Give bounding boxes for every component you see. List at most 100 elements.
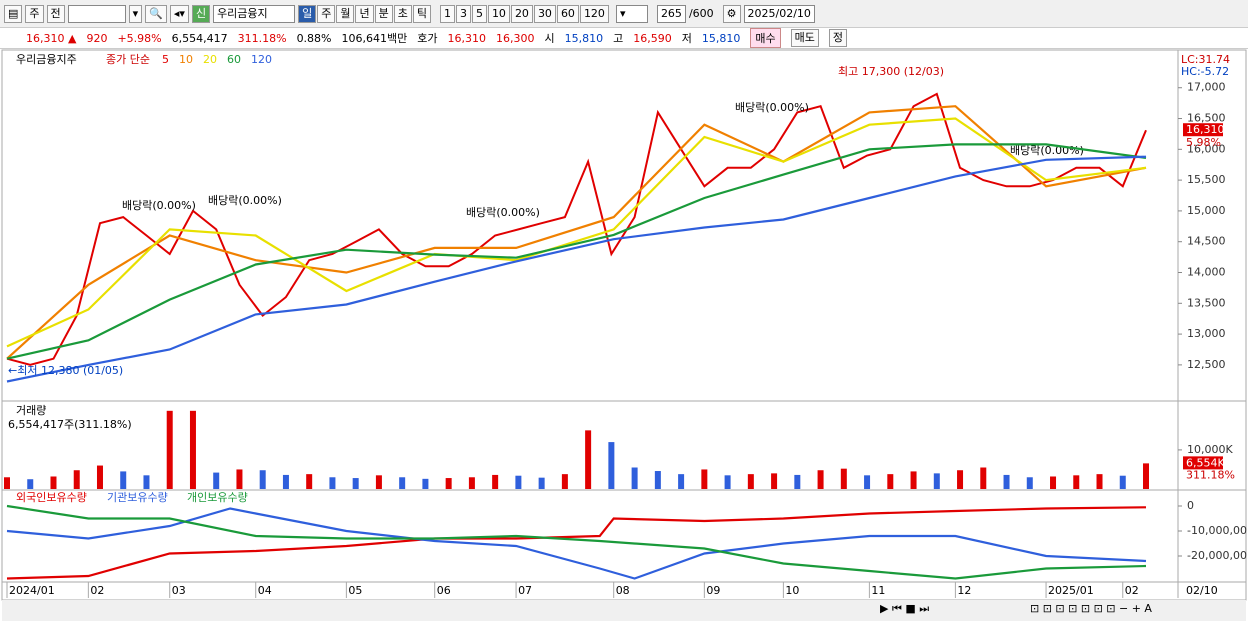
y-tick-label: 16,500 — [1187, 112, 1226, 125]
y-tick-label: 16,000 — [1187, 142, 1226, 155]
bid: 16,300 — [496, 31, 535, 45]
volume-bar — [840, 468, 847, 489]
market[interactable]: 주 — [25, 4, 44, 23]
period-button[interactable]: 월 — [336, 4, 355, 23]
legend-entry: 20 — [203, 53, 217, 66]
panel-subtitle: 6,554,417주(311.18%) — [8, 418, 132, 431]
blank[interactable]: ▾ — [615, 4, 648, 23]
hc: HC:-5.72 — [1181, 65, 1229, 78]
volume-bar — [236, 469, 243, 489]
y-tick-label: 13,000 — [1187, 327, 1226, 340]
period-button[interactable]: 년 — [355, 4, 374, 23]
volume-bar — [4, 477, 10, 489]
volume-bar — [585, 430, 592, 489]
search[interactable]: 🔍 — [145, 4, 167, 23]
volume-bar — [329, 477, 336, 489]
price: 16,310 ▲ — [26, 31, 77, 45]
interval-button[interactable]: 10 — [487, 4, 510, 23]
frame — [1, 49, 1247, 601]
series-line — [6, 143, 1147, 360]
turnover: 0.88% — [296, 31, 332, 45]
volume-bar — [654, 471, 661, 489]
interval-button[interactable]: 30 — [533, 4, 556, 23]
volume-bar — [306, 474, 313, 489]
prev[interactable]: 전 — [46, 4, 65, 23]
date[interactable]: 2025/02/10 — [743, 4, 815, 23]
max: /600 — [688, 7, 714, 20]
period-button[interactable]: 틱 — [412, 4, 431, 23]
dropdown[interactable]: ▾ — [128, 4, 143, 23]
count[interactable]: 265 — [656, 4, 686, 23]
period-button[interactable]: 일 — [298, 4, 317, 23]
volume-bar — [771, 473, 778, 489]
volume: 6,554,417 — [171, 31, 228, 45]
change: 920 — [86, 31, 108, 45]
volume-bar — [259, 470, 266, 489]
interval-button[interactable]: 1 — [439, 4, 455, 23]
vol-ratio: 311.18% — [237, 31, 287, 45]
volume-bar — [1050, 476, 1057, 489]
series-line — [6, 504, 1147, 580]
volume-bar — [817, 470, 824, 489]
panel-title: 우리금융지주 — [16, 53, 77, 66]
volume-bar — [538, 477, 545, 489]
volume-bar — [1143, 463, 1150, 489]
volume-bar — [375, 475, 382, 489]
period-button[interactable]: 분 — [374, 4, 393, 23]
sound[interactable]: ◂▾ — [169, 4, 189, 23]
x-tick-label: 03 — [172, 584, 186, 597]
code-input[interactable]: 316140 — [67, 4, 126, 23]
zoom-icons[interactable]: ⊡ ⊡ ⊡ ⊡ ⊡ ⊡ ⊡ − + A — [1030, 602, 1152, 615]
volume-bar — [445, 478, 452, 489]
interval-button[interactable]: 5 — [471, 4, 487, 23]
lc: LC:31.74 — [1181, 53, 1230, 66]
volume-bar — [282, 474, 289, 489]
period-button[interactable]: 주 — [317, 4, 336, 23]
volume-bar — [631, 467, 638, 489]
sell[interactable]: 매도 — [790, 29, 819, 47]
interval-button[interactable]: 20 — [510, 4, 533, 23]
low-label: 저 — [681, 32, 692, 45]
annotation: ←최저 12,380 (01/05) — [8, 364, 123, 377]
buy[interactable]: 매수 — [750, 28, 781, 48]
period-button[interactable]: 초 — [393, 4, 412, 23]
y-tick-label: 14,000 — [1187, 266, 1226, 279]
badge: 신 — [191, 4, 211, 23]
interval-button[interactable]: 3 — [455, 4, 471, 23]
y-tick-label: -20,000,00 — [1187, 549, 1247, 562]
x-tick-label: 2025/01 — [1048, 584, 1094, 597]
annotation: 배당락(0.00%) — [208, 194, 282, 207]
legend-entry: 기관보유수량 — [107, 491, 168, 504]
nav-icons[interactable]: ▶ ⏮ ■ ⏭ — [880, 602, 929, 615]
x-tick-label: 11 — [871, 584, 885, 597]
menu-icon[interactable]: ▤ — [4, 4, 23, 23]
low: 15,810 — [701, 31, 741, 45]
legend-entry: 외국인보유수량 — [16, 491, 87, 504]
volume-bar — [933, 473, 940, 489]
volume-bar — [399, 477, 406, 489]
x-tick-label: 12 — [957, 584, 971, 597]
interval-button[interactable]: 120 — [579, 4, 609, 23]
y-tick-label: 14,500 — [1187, 235, 1226, 248]
interval-button[interactable]: 60 — [556, 4, 579, 23]
volume-bar — [608, 442, 615, 489]
volume-bar — [747, 474, 754, 489]
series-line — [6, 105, 1147, 360]
volume-bar — [1073, 475, 1080, 489]
tools[interactable]: ⚙ — [722, 4, 741, 23]
name: 우리금융지 — [213, 4, 296, 23]
volume-bar — [1119, 475, 1126, 489]
y-tick-label: 12,500 — [1187, 358, 1226, 371]
annotation: 배당락(0.00%) — [735, 101, 809, 114]
high: 16,590 — [633, 31, 672, 45]
scroll-bar[interactable] — [2, 600, 1246, 621]
x-end-label: 02/10 — [1186, 584, 1218, 597]
x-tick-label: 04 — [258, 584, 272, 597]
volume-bar — [143, 475, 150, 489]
volume-bar — [166, 410, 173, 489]
y-tick-label: -10,000,00 — [1187, 524, 1247, 537]
volume-bar — [887, 474, 894, 489]
y-tick-label: 13,500 — [1187, 296, 1226, 309]
correct[interactable]: 정 — [828, 29, 847, 47]
